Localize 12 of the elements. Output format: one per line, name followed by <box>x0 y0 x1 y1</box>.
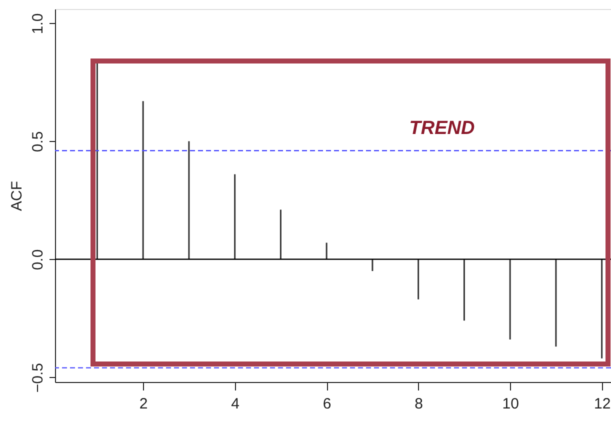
y-tick-label: 0.0 <box>30 249 46 270</box>
y-tick-label: 1.0 <box>30 13 46 34</box>
y-tick-label: −0.5 <box>30 362 46 393</box>
x-tick-label: 12 <box>594 396 611 412</box>
y-tick-label: 0.5 <box>30 131 46 152</box>
y-axis-title: ACF <box>8 181 26 211</box>
x-tick-label: 2 <box>139 396 148 412</box>
annotation: TREND <box>409 118 475 139</box>
x-tick-label: 6 <box>322 396 332 412</box>
x-tick-label: 4 <box>231 396 240 412</box>
x-tick-label: 8 <box>414 396 423 412</box>
x-tick-label: 10 <box>502 396 519 412</box>
